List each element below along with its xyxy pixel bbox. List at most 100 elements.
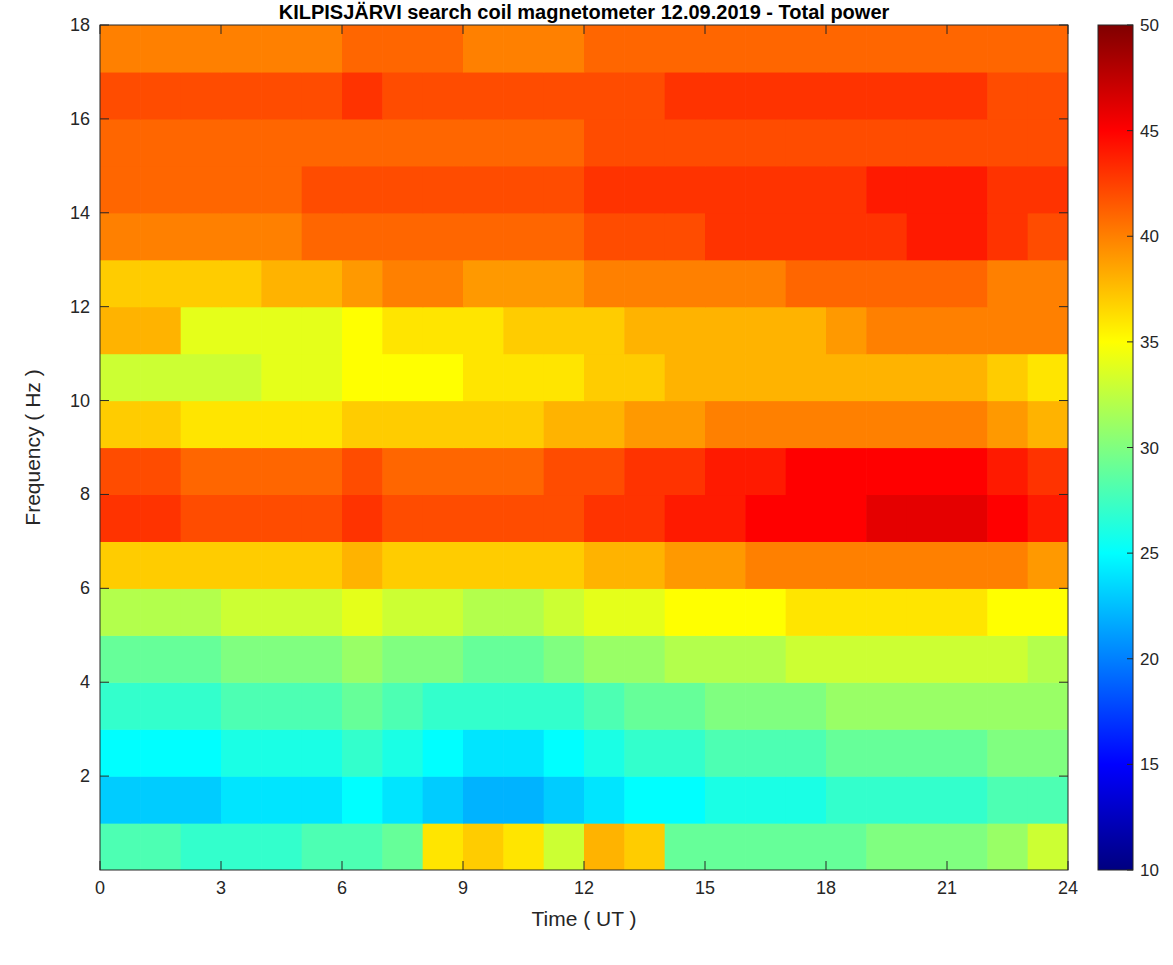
x-tick-label: 12 [574, 878, 594, 898]
cell [382, 119, 423, 167]
cell [786, 119, 827, 167]
cell [786, 729, 827, 777]
cell [544, 260, 585, 308]
cell [503, 260, 544, 308]
cell [1028, 635, 1068, 683]
cell [261, 307, 302, 355]
cell [423, 682, 464, 730]
cell [745, 494, 786, 542]
cell [745, 823, 786, 870]
y-tick [100, 494, 109, 495]
cell [140, 72, 181, 120]
cell [100, 213, 141, 261]
cell [947, 682, 988, 730]
x-tick [947, 25, 948, 34]
x-tick [342, 861, 343, 870]
cell [302, 823, 343, 870]
cell [1028, 401, 1068, 449]
cell [987, 307, 1028, 355]
cell [1028, 166, 1068, 214]
cell [423, 260, 464, 308]
cell [342, 72, 383, 120]
y-tick-label: 6 [80, 578, 90, 598]
cell [503, 823, 544, 870]
cell [342, 541, 383, 589]
cell [423, 401, 464, 449]
y-tick [1059, 400, 1068, 401]
cell [302, 260, 343, 308]
cell [463, 166, 504, 214]
cell [221, 401, 262, 449]
cell [181, 213, 222, 261]
x-tick [947, 861, 948, 870]
cell [1028, 25, 1068, 73]
cell [503, 635, 544, 683]
cell [261, 25, 302, 73]
cell [665, 354, 706, 402]
cell [705, 588, 746, 636]
cell [302, 72, 343, 120]
cell [786, 307, 827, 355]
cell [261, 776, 302, 824]
cell [100, 588, 141, 636]
cell [302, 494, 343, 542]
cell [665, 635, 706, 683]
cell [221, 448, 262, 496]
cell [544, 682, 585, 730]
x-tick [463, 25, 464, 34]
cell [261, 166, 302, 214]
cell [100, 401, 141, 449]
cell [866, 729, 907, 777]
cell [423, 541, 464, 589]
cell [624, 682, 665, 730]
cell [745, 260, 786, 308]
cell [382, 448, 423, 496]
cell [100, 776, 141, 824]
cell [624, 541, 665, 589]
y-tick [1059, 118, 1068, 119]
cell [907, 354, 948, 402]
cell [382, 635, 423, 683]
cell [907, 25, 948, 73]
cell [463, 260, 504, 308]
cell [907, 635, 948, 683]
cell [584, 260, 625, 308]
cell [826, 729, 867, 777]
cell [221, 494, 262, 542]
cell [907, 776, 948, 824]
cell [584, 119, 625, 167]
cell [907, 72, 948, 120]
cell [503, 776, 544, 824]
cell [100, 541, 141, 589]
cell [786, 25, 827, 73]
cell [705, 682, 746, 730]
cell [302, 776, 343, 824]
cell [382, 354, 423, 402]
cell [1028, 260, 1068, 308]
cell [947, 729, 988, 777]
cell [423, 448, 464, 496]
cell [100, 448, 141, 496]
x-tick-label: 18 [816, 878, 836, 898]
cell [665, 729, 706, 777]
cell [140, 776, 181, 824]
cell [745, 213, 786, 261]
cell [423, 354, 464, 402]
cell [544, 354, 585, 402]
cell [584, 729, 625, 777]
cell [503, 541, 544, 589]
cell [100, 166, 141, 214]
cell [866, 213, 907, 261]
cell [1028, 541, 1068, 589]
cell [1028, 119, 1068, 167]
cell [745, 682, 786, 730]
y-tick [100, 25, 109, 26]
cell [584, 166, 625, 214]
y-tick [1059, 494, 1068, 495]
cell [140, 588, 181, 636]
colorbar-tick-label: 45 [1140, 122, 1159, 141]
cell [181, 494, 222, 542]
cell [261, 401, 302, 449]
cell [947, 119, 988, 167]
cell [584, 588, 625, 636]
